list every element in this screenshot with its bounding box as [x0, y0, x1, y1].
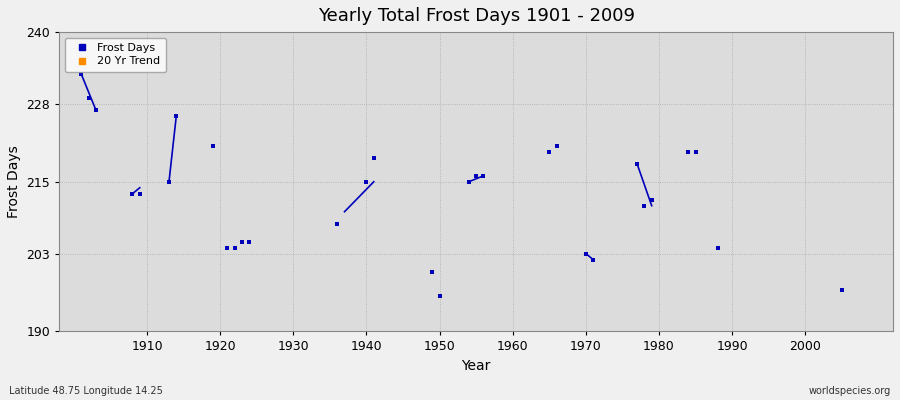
- Point: [549, 143, 563, 149]
- Title: Yearly Total Frost Days 1901 - 2009: Yearly Total Frost Days 1901 - 2009: [318, 7, 634, 25]
- Text: Latitude 48.75 Longitude 14.25: Latitude 48.75 Longitude 14.25: [9, 386, 163, 396]
- Y-axis label: Frost Days: Frost Days: [7, 145, 21, 218]
- Point: [469, 172, 483, 179]
- Point: [162, 178, 176, 185]
- Point: [637, 202, 652, 209]
- Point: [206, 143, 220, 149]
- Text: worldspecies.org: worldspecies.org: [809, 386, 891, 396]
- Point: [220, 244, 235, 251]
- Point: [542, 149, 556, 155]
- Point: [330, 220, 345, 227]
- Point: [476, 172, 491, 179]
- Point: [681, 149, 696, 155]
- Point: [425, 268, 439, 275]
- Legend: Frost Days, 20 Yr Trend: Frost Days, 20 Yr Trend: [65, 38, 166, 72]
- Point: [125, 190, 140, 197]
- Point: [359, 178, 374, 185]
- Point: [579, 250, 593, 257]
- Point: [366, 155, 381, 161]
- Point: [235, 238, 249, 245]
- Point: [74, 71, 88, 77]
- Point: [242, 238, 256, 245]
- X-axis label: Year: Year: [462, 359, 490, 373]
- Point: [630, 160, 644, 167]
- Point: [462, 178, 476, 185]
- Point: [169, 113, 184, 119]
- Point: [586, 256, 600, 263]
- Point: [88, 107, 103, 113]
- Point: [710, 244, 724, 251]
- Point: [228, 244, 242, 251]
- Point: [834, 286, 849, 293]
- Point: [81, 95, 95, 101]
- Point: [644, 196, 659, 203]
- Point: [688, 149, 703, 155]
- Point: [132, 190, 147, 197]
- Point: [432, 292, 446, 299]
